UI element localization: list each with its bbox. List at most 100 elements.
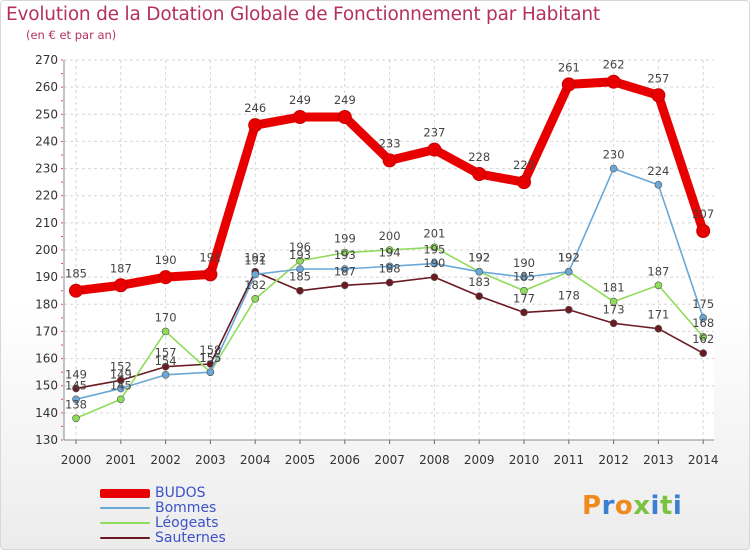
data-label-budos: 207 bbox=[692, 207, 714, 221]
data-label-budos: 233 bbox=[379, 136, 401, 150]
data-label-budos: 191 bbox=[199, 250, 221, 264]
data-label-bommes: 224 bbox=[647, 164, 669, 178]
data-label-bommes: 193 bbox=[289, 248, 311, 262]
data-label-leogeats: 182 bbox=[244, 278, 266, 292]
data-label-sauternes: 171 bbox=[647, 308, 669, 322]
x-tick-label: 2001 bbox=[106, 453, 137, 467]
data-label-sauternes: 183 bbox=[468, 275, 490, 289]
y-tick-label: 190 bbox=[35, 270, 58, 284]
data-label-bommes: 175 bbox=[692, 297, 714, 311]
y-tick-label: 130 bbox=[35, 433, 58, 447]
legend-label-leogeats: Léogeats bbox=[155, 515, 219, 531]
data-label-sauternes: 173 bbox=[603, 302, 625, 316]
legend-swatch-leogeats bbox=[100, 522, 150, 524]
data-point-budos bbox=[561, 77, 576, 92]
x-tick-label: 2012 bbox=[598, 453, 629, 467]
data-label-bommes: 193 bbox=[334, 248, 356, 262]
data-label-sauternes: 192 bbox=[244, 251, 266, 265]
y-tick-label: 160 bbox=[35, 352, 58, 366]
data-point-leogeats bbox=[161, 327, 170, 336]
data-point-sauternes bbox=[296, 286, 304, 295]
data-point-budos bbox=[472, 167, 487, 181]
legend-swatch-bommes bbox=[100, 507, 150, 509]
logo-letter: o bbox=[614, 491, 634, 521]
data-point-sauternes bbox=[609, 319, 618, 328]
data-point-sauternes bbox=[699, 349, 708, 357]
data-label-sauternes: 152 bbox=[110, 359, 132, 373]
data-point-bommes bbox=[161, 371, 170, 379]
data-point-bommes bbox=[117, 384, 125, 393]
logo-letter: i bbox=[672, 491, 683, 521]
data-point-budos bbox=[203, 267, 218, 282]
data-label-sauternes: 178 bbox=[558, 289, 580, 303]
legend-item-sauternes: Sauternes bbox=[100, 530, 226, 546]
data-point-leogeats bbox=[699, 333, 708, 341]
data-label-leogeats: 199 bbox=[334, 232, 356, 246]
data-point-bommes bbox=[72, 395, 80, 404]
x-tick-label: 2005 bbox=[285, 453, 316, 467]
legend-label-sauternes: Sauternes bbox=[155, 530, 226, 546]
data-label-sauternes: 188 bbox=[379, 262, 401, 276]
data-point-bommes bbox=[475, 267, 484, 276]
logo-letter: t bbox=[659, 491, 673, 521]
data-label-budos: 187 bbox=[110, 261, 132, 275]
y-tick-label: 210 bbox=[35, 216, 58, 230]
data-label-bommes: 194 bbox=[379, 245, 401, 259]
x-tick-label: 2000 bbox=[61, 453, 92, 467]
chart-title: Evolution de la Dotation Globale de Fonc… bbox=[6, 4, 600, 25]
data-point-sauternes bbox=[654, 324, 663, 333]
data-point-leogeats bbox=[340, 248, 349, 257]
legend-label-budos: BUDOS bbox=[155, 485, 206, 501]
data-point-bommes bbox=[699, 314, 708, 322]
data-point-leogeats bbox=[385, 246, 394, 254]
data-point-sauternes bbox=[161, 362, 170, 371]
legend-swatch-budos bbox=[100, 488, 150, 498]
data-label-budos: 261 bbox=[558, 60, 580, 74]
data-point-budos bbox=[293, 110, 307, 124]
data-point-leogeats bbox=[296, 257, 304, 265]
data-label-leogeats: 138 bbox=[65, 397, 87, 411]
data-point-budos bbox=[337, 110, 352, 124]
data-point-sauternes bbox=[117, 376, 125, 385]
y-tick-label: 140 bbox=[35, 406, 58, 420]
data-label-budos: 185 bbox=[65, 267, 87, 281]
data-point-sauternes bbox=[340, 281, 349, 290]
logo-letter: r bbox=[601, 491, 615, 521]
data-point-sauternes bbox=[564, 305, 573, 314]
data-label-bommes: 190 bbox=[513, 256, 535, 270]
data-label-budos: 228 bbox=[468, 150, 490, 164]
data-point-bommes bbox=[385, 262, 394, 271]
data-point-sauternes bbox=[520, 308, 528, 317]
data-label-bommes: 191 bbox=[244, 253, 266, 267]
data-label-leogeats: 145 bbox=[110, 378, 132, 392]
data-label-leogeats: 200 bbox=[379, 229, 401, 243]
data-label-leogeats: 185 bbox=[513, 270, 535, 284]
data-point-budos bbox=[606, 74, 621, 89]
data-label-bommes: 230 bbox=[603, 148, 625, 162]
data-label-leogeats: 192 bbox=[558, 251, 580, 265]
x-tick-label: 2002 bbox=[150, 453, 181, 467]
data-point-sauternes bbox=[385, 278, 394, 287]
data-label-leogeats: 201 bbox=[423, 226, 445, 240]
data-point-leogeats bbox=[72, 414, 80, 423]
legend-item-budos: BUDOS bbox=[100, 485, 206, 501]
data-label-budos: 249 bbox=[334, 93, 356, 107]
data-label-bommes: 195 bbox=[423, 243, 445, 257]
data-label-bommes: 145 bbox=[65, 378, 87, 392]
data-point-bommes bbox=[520, 273, 528, 281]
data-point-leogeats bbox=[117, 395, 125, 404]
data-label-leogeats: 181 bbox=[603, 281, 625, 295]
x-tick-label: 2010 bbox=[509, 453, 540, 467]
y-tick-label: 270 bbox=[35, 53, 58, 67]
x-tick-label: 2007 bbox=[374, 453, 405, 467]
x-tick-label: 2004 bbox=[240, 453, 271, 467]
data-point-bommes bbox=[340, 265, 349, 273]
legend-item-bommes: Bommes bbox=[100, 500, 216, 516]
proxiti-logo: Proxiti bbox=[582, 491, 682, 521]
data-label-budos: 237 bbox=[423, 126, 445, 140]
data-point-leogeats bbox=[654, 281, 663, 290]
data-point-bommes bbox=[206, 368, 215, 376]
legend-swatch-sauternes bbox=[100, 537, 150, 539]
y-tick-label: 230 bbox=[35, 162, 58, 176]
x-tick-label: 2006 bbox=[330, 453, 361, 467]
